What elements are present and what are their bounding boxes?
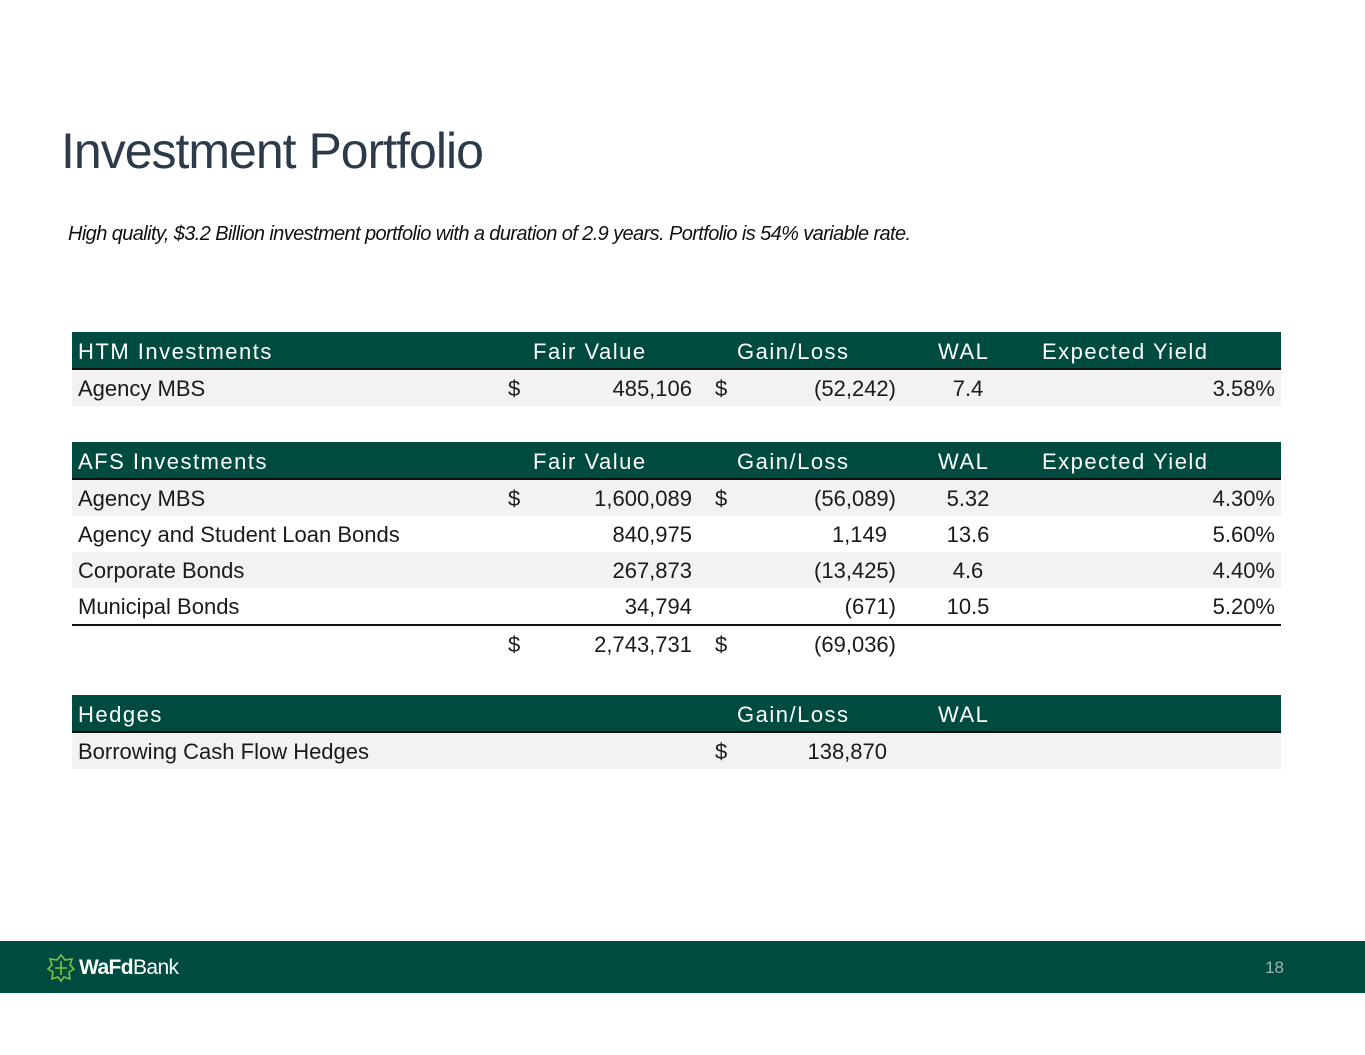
header-wal: WAL [938,702,990,727]
header-yield: Expected Yield [1042,449,1209,474]
afs-table: AFS Investments Fair Value Gain/Loss WAL… [72,442,1281,662]
cell-dollar: $ [508,376,521,401]
header-yield: Expected Yield [1042,339,1209,364]
cell-fair-value: 485,106 [612,376,692,401]
table-row: Municipal Bonds 34,794 (671) 10.5 5.20% [72,588,1281,624]
logo-text-bold: WaFd [79,956,134,979]
header-wal: WAL [938,339,990,364]
cell-dollar: $ [715,486,728,511]
total-gain-loss: (69,036) [814,632,896,657]
cell-name: Borrowing Cash Flow Hedges [78,739,370,764]
page-number: 18 [1265,958,1284,977]
table-row: Agency MBS $ 485,106 $ (52,242) 7.4 3.58… [72,370,1281,406]
cell-wal: 7.4 [952,376,984,401]
cell-gain-loss: 138,870 [807,739,887,764]
cell-name: Corporate Bonds [78,558,245,583]
cell-yield: 5.60% [1212,522,1275,547]
header-name: Hedges [78,702,163,727]
wafd-logo: WaFdBank [46,953,179,983]
cell-dollar: $ [508,632,521,657]
footer-bar: WaFdBank 18 [0,941,1365,993]
table-row: Agency and Student Loan Bonds 840,975 1,… [72,516,1281,552]
total-fair-value: 2,743,731 [594,632,692,657]
cell-dollar: $ [715,376,728,401]
header-name: AFS Investments [78,449,269,474]
table-row: Borrowing Cash Flow Hedges $ 138,870 [72,733,1281,769]
page-title: Investment Portfolio [61,123,484,179]
cell-gain-loss: 1,149 [831,522,887,547]
cell-gain-loss: (671) [844,594,896,619]
header-gain-loss: Gain/Loss [737,702,850,727]
table-row: Agency MBS $ 1,600,089 $ (56,089) 5.32 4… [72,480,1281,516]
cell-fair-value: 1,600,089 [594,486,692,511]
cell-gain-loss: (52,242) [814,376,896,401]
wafd-logo-icon [46,953,76,983]
header-wal: WAL [938,449,990,474]
cell-gain-loss: (56,089) [814,486,896,511]
cell-yield: 5.20% [1212,594,1275,619]
cell-wal: 13.6 [946,522,990,547]
cell-wal: 10.5 [946,594,990,619]
cell-yield: 4.40% [1212,558,1275,583]
cell-wal: 4.6 [952,558,984,583]
logo-text-regular: Bank [132,956,179,979]
header-fair-value: Fair Value [533,339,647,364]
cell-name: Municipal Bonds [78,594,240,619]
header-fair-value: Fair Value [533,449,647,474]
table-row: Corporate Bonds 267,873 (13,425) 4.6 4.4… [72,552,1281,588]
cell-dollar: $ [715,632,728,657]
cell-dollar: $ [715,739,728,764]
hedges-table: Hedges Gain/Loss WAL Borrowing Cash Flow… [72,695,1281,769]
cell-yield: 3.58% [1212,376,1275,401]
cell-dollar: $ [508,486,521,511]
header-name: HTM Investments [78,339,273,364]
table-header-row: HTM Investments Fair Value Gain/Loss WAL… [72,332,1281,370]
cell-yield: 4.30% [1212,486,1275,511]
total-row: $ 2,743,731 $ (69,036) [72,624,1281,662]
table-header-row: AFS Investments Fair Value Gain/Loss WAL… [72,442,1281,480]
cell-gain-loss: (13,425) [814,558,896,583]
cell-name: Agency MBS [78,376,206,401]
table-header-row: Hedges Gain/Loss WAL [72,695,1281,733]
cell-name: Agency and Student Loan Bonds [78,522,400,547]
cell-fair-value: 840,975 [612,522,692,547]
cell-fair-value: 34,794 [624,594,692,619]
page-subtitle: High quality, $3.2 Billion investment po… [68,223,911,245]
htm-table: HTM Investments Fair Value Gain/Loss WAL… [72,332,1281,406]
header-gain-loss: Gain/Loss [737,339,850,364]
cell-name: Agency MBS [78,486,206,511]
cell-wal: 5.32 [946,486,990,511]
header-gain-loss: Gain/Loss [737,449,850,474]
cell-fair-value: 267,873 [612,558,692,583]
